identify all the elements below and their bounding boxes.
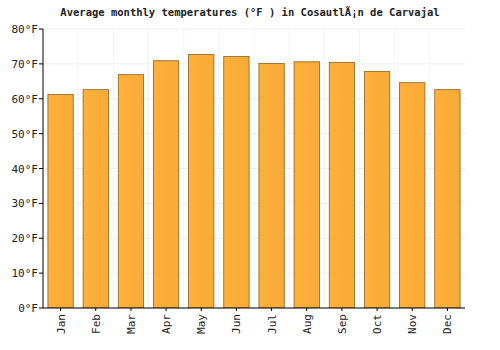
x-tick — [95, 308, 96, 311]
y-tick — [39, 308, 43, 309]
grid-line-vertical — [289, 29, 290, 308]
y-tick-label: 30°F — [12, 197, 39, 210]
bar — [118, 75, 143, 308]
bar — [364, 72, 389, 308]
bar — [83, 90, 108, 308]
chart-container: Average monthly temperatures (°F ) in Co… — [0, 0, 500, 350]
x-tick-label: Jun — [230, 314, 243, 334]
grid-line-vertical — [254, 29, 255, 308]
y-tick — [39, 98, 43, 99]
bar — [329, 62, 354, 308]
x-tick — [341, 308, 342, 311]
y-tick — [39, 168, 43, 169]
grid-line-vertical — [78, 29, 79, 308]
grid-line-vertical — [218, 29, 219, 308]
y-tick — [39, 133, 43, 134]
bar — [153, 61, 178, 308]
x-tick — [236, 308, 237, 311]
x-tick-label: Mar — [125, 314, 138, 334]
x-tick — [377, 308, 378, 311]
grid-line-vertical — [324, 29, 325, 308]
x-tick-label: Jul — [266, 314, 279, 334]
x-tick — [201, 308, 202, 311]
y-tick — [39, 238, 43, 239]
bar — [400, 83, 425, 308]
x-tick-label: Oct — [371, 314, 384, 334]
y-tick-label: 80°F — [12, 23, 39, 36]
bar — [435, 90, 460, 308]
grid-line-vertical — [183, 29, 184, 308]
grid-line-vertical — [429, 29, 430, 308]
y-tick — [39, 273, 43, 274]
bar — [48, 95, 73, 308]
grid-line-vertical — [148, 29, 149, 308]
y-tick-label: 60°F — [12, 93, 39, 106]
bar — [294, 62, 319, 308]
x-tick-label: Aug — [301, 314, 314, 334]
x-tick — [60, 308, 61, 311]
x-tick-label: Nov — [406, 314, 419, 334]
title: Average monthly temperatures (°F ) in Co… — [60, 6, 439, 18]
grid-line-vertical — [359, 29, 360, 308]
x-tick-label: Sep — [336, 314, 349, 334]
x-tick — [271, 308, 272, 311]
x-tick — [306, 308, 307, 311]
y-tick-label: 50°F — [12, 128, 39, 141]
x-tick-label: May — [195, 314, 208, 334]
x-tick — [166, 308, 167, 311]
y-tick — [39, 63, 43, 64]
x-tick — [130, 308, 131, 311]
grid-line — [43, 308, 465, 309]
y-axis — [43, 29, 44, 308]
y-tick — [39, 29, 43, 30]
y-tick-label: 0°F — [18, 302, 38, 315]
grid-line-vertical — [113, 29, 114, 308]
x-tick — [412, 308, 413, 311]
x-tick-label: Jan — [55, 314, 68, 334]
bar — [259, 64, 284, 308]
chart-svg: Average monthly temperatures (°F ) in Co… — [0, 0, 500, 350]
y-tick-label: 70°F — [12, 58, 39, 71]
x-tick-label: Feb — [90, 314, 103, 334]
x-tick — [447, 308, 448, 311]
x-axis — [43, 308, 465, 309]
y-tick — [39, 203, 43, 204]
x-tick-label: Apr — [160, 314, 173, 334]
bar — [189, 54, 214, 308]
bar — [224, 57, 249, 308]
x-tick-label: Dec — [441, 314, 454, 334]
y-tick-label: 20°F — [12, 232, 39, 245]
y-tick-label: 10°F — [12, 267, 39, 280]
y-tick-label: 40°F — [12, 163, 39, 176]
grid-line-vertical — [394, 29, 395, 308]
bars — [48, 54, 460, 308]
grid — [43, 29, 465, 308]
